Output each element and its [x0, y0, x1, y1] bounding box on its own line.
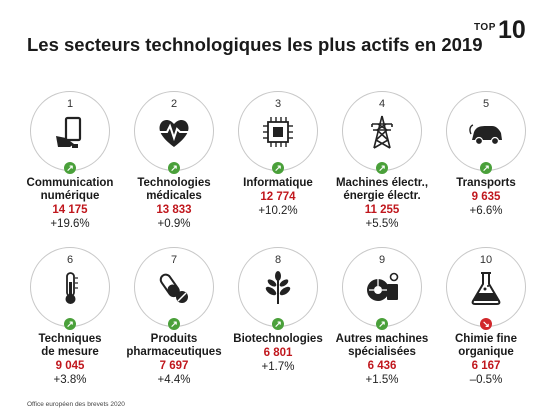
sector-name-line: pharmaceutiques	[117, 346, 231, 359]
thermometer-icon	[52, 270, 88, 306]
sector-change: –0.5%	[433, 374, 539, 386]
sector-rank: 7	[135, 254, 213, 266]
badge-top-label: TOP	[474, 22, 496, 33]
chip-icon	[260, 114, 296, 150]
trend-up-icon: ↗	[168, 318, 180, 330]
sector-value: 11 255	[329, 204, 435, 216]
sector-change: +10.2%	[225, 205, 331, 217]
electric-car-icon	[468, 114, 504, 150]
sector-change: +3.8%	[17, 374, 123, 386]
hand-tablet-icon	[52, 114, 88, 150]
sector-change: +1.5%	[329, 374, 435, 386]
sector-icon-circle: 5	[446, 91, 526, 171]
sector-name-line: numérique	[13, 190, 127, 203]
sector-name: Chimie fineorganique	[429, 333, 543, 359]
sector-icon-circle: 3	[238, 91, 318, 171]
trend-down-icon: ↘	[480, 318, 492, 330]
sector-rank: 9	[343, 254, 421, 266]
sector-icon-circle: 8	[238, 247, 318, 327]
sector-rank: 5	[447, 98, 525, 110]
sector-icon-circle: 6	[30, 247, 110, 327]
sector-name-line: organique	[429, 346, 543, 359]
sector-value: 13 833	[121, 204, 227, 216]
source-note: Office européen des brevets 2020	[27, 401, 125, 408]
sector-value: 14 175	[17, 204, 123, 216]
sector-name: Communicationnumérique	[13, 177, 127, 203]
sector-change: +0.9%	[121, 218, 227, 230]
sector-name: Transports	[429, 177, 543, 190]
trend-up-icon: ↗	[168, 162, 180, 174]
sector-rank: 4	[343, 98, 421, 110]
sector-icon-circle: 2	[134, 91, 214, 171]
sector-icon-circle: 4	[342, 91, 422, 171]
machine-gears-icon	[364, 270, 400, 306]
sector-value: 9 045	[17, 360, 123, 372]
sector-name-line: Chimie fine	[429, 333, 543, 346]
heart-pulse-icon	[156, 114, 192, 150]
sector-change: +19.6%	[17, 218, 123, 230]
sector-name-line: Techniques	[13, 333, 127, 346]
sector-value: 12 774	[225, 191, 331, 203]
sector-name: Biotechnologies	[221, 333, 335, 346]
sector-rank: 3	[239, 98, 317, 110]
badge-number: 10	[498, 18, 526, 43]
sector-change: +6.6%	[433, 205, 539, 217]
sector-value: 7 697	[121, 360, 227, 372]
sector-rank: 10	[447, 254, 525, 266]
pills-icon	[156, 270, 192, 306]
sector-value: 6 167	[433, 360, 539, 372]
sector-icon-circle: 10	[446, 247, 526, 327]
sector-value: 6 436	[329, 360, 435, 372]
trend-up-icon: ↗	[272, 318, 284, 330]
sector-name: Techniquesde mesure	[13, 333, 127, 359]
plant-icon	[260, 270, 296, 306]
sector-name-line: Produits	[117, 333, 231, 346]
sector-rank: 2	[135, 98, 213, 110]
sector-name-line: Informatique	[221, 177, 335, 190]
sector-icon-circle: 7	[134, 247, 214, 327]
sector-value: 9 635	[433, 191, 539, 203]
trend-up-icon: ↗	[64, 162, 76, 174]
sector-value: 6 801	[225, 347, 331, 359]
sector-icon-circle: 1	[30, 91, 110, 171]
sector-name-line: de mesure	[13, 346, 127, 359]
sector-name: Produitspharmaceutiques	[117, 333, 231, 359]
page-title: Les secteurs technologiques les plus act…	[27, 34, 482, 56]
sector-name: Technologiesmédicales	[117, 177, 231, 203]
sector-name-line: énergie électr.	[325, 190, 439, 203]
trend-up-icon: ↗	[272, 162, 284, 174]
sector-name-line: médicales	[117, 190, 231, 203]
sector-name-line: spécialisées	[325, 346, 439, 359]
sector-change: +1.7%	[225, 361, 331, 373]
power-pylon-icon	[364, 114, 400, 150]
sector-name: Informatique	[221, 177, 335, 190]
trend-up-icon: ↗	[376, 318, 388, 330]
trend-up-icon: ↗	[376, 162, 388, 174]
flask-icon	[468, 270, 504, 306]
sector-rank: 6	[31, 254, 109, 266]
sector-name-line: Communication	[13, 177, 127, 190]
sector-icon-circle: 9	[342, 247, 422, 327]
sector-name-line: Biotechnologies	[221, 333, 335, 346]
sector-name: Autres machinesspécialisées	[325, 333, 439, 359]
sector-name-line: Transports	[429, 177, 543, 190]
sector-change: +5.5%	[329, 218, 435, 230]
trend-up-icon: ↗	[64, 318, 76, 330]
sector-rank: 1	[31, 98, 109, 110]
sector-name-line: Machines électr.,	[325, 177, 439, 190]
trend-up-icon: ↗	[480, 162, 492, 174]
sector-change: +4.4%	[121, 374, 227, 386]
sector-name-line: Autres machines	[325, 333, 439, 346]
sector-name: Machines électr.,énergie électr.	[325, 177, 439, 203]
sector-rank: 8	[239, 254, 317, 266]
sector-name-line: Technologies	[117, 177, 231, 190]
